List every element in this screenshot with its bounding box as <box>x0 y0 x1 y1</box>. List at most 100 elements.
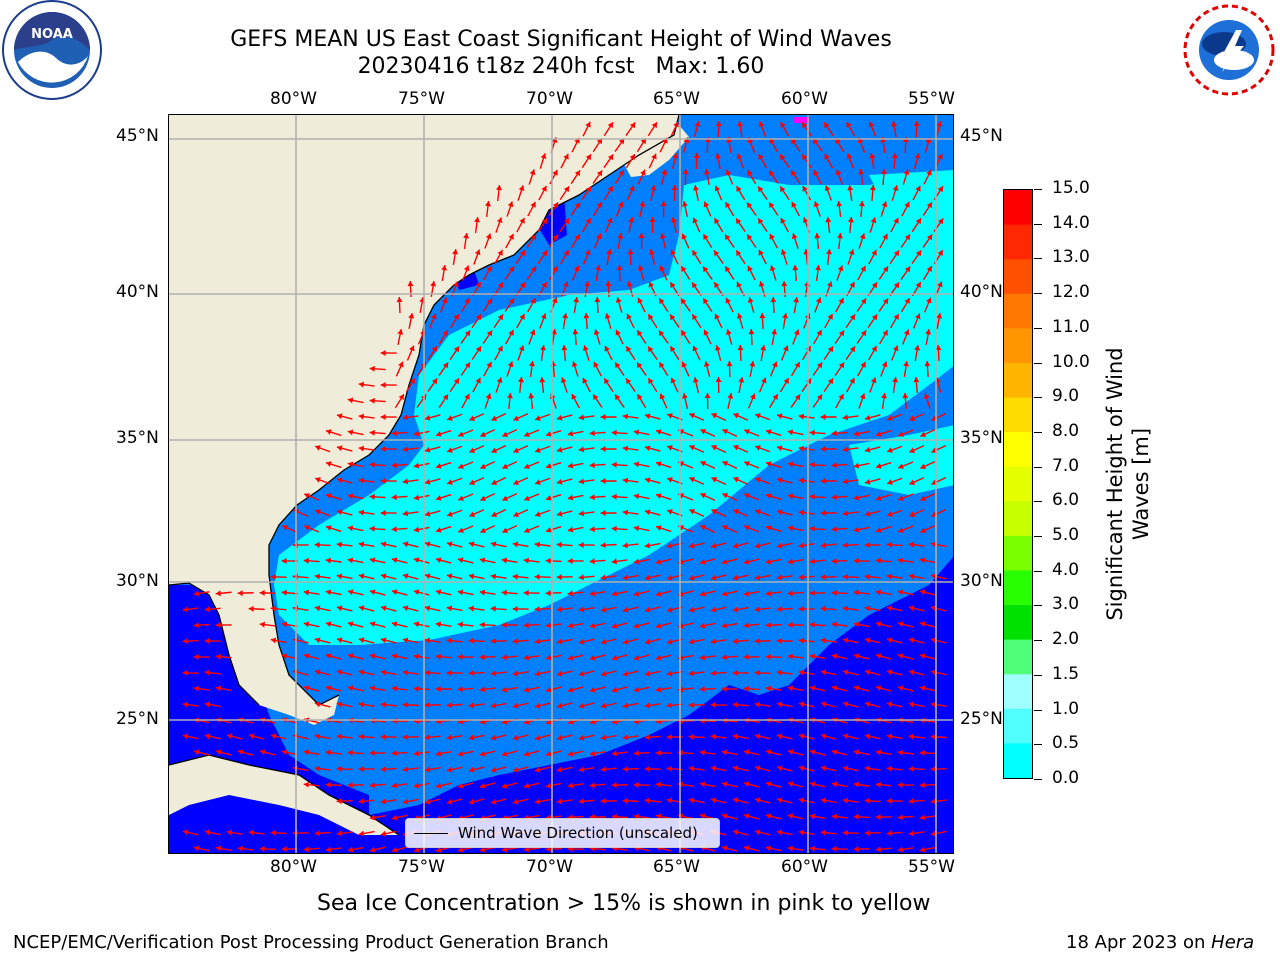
wave-direction-arrow <box>534 670 551 677</box>
wave-direction-arrow <box>699 558 716 565</box>
wave-direction-arrow <box>911 217 922 233</box>
wave-direction-arrow <box>281 621 298 628</box>
wave-direction-arrow <box>715 376 722 394</box>
colorbar-tick-label: 0.5 <box>1052 733 1080 754</box>
wave-direction-arrow <box>428 313 437 329</box>
wave-direction-arrow <box>347 749 364 756</box>
wave-direction-arrow <box>413 557 430 564</box>
wave-direction-arrow <box>604 313 612 329</box>
wave-direction-arrow <box>589 526 606 533</box>
wave-direction-arrow <box>710 797 727 804</box>
wave-direction-arrow <box>637 265 645 281</box>
wave-direction-arrow <box>765 781 782 788</box>
wave-direction-arrow <box>513 413 529 421</box>
wave-direction-arrow <box>592 170 603 184</box>
wave-direction-arrow <box>589 462 606 469</box>
wave-direction-arrow <box>494 249 504 265</box>
wave-direction-arrow <box>479 557 496 564</box>
lon-label-top: 75°W <box>398 89 445 109</box>
wave-direction-arrow <box>847 184 854 202</box>
wave-direction-arrow <box>930 541 947 548</box>
wave-direction-arrow <box>600 734 617 741</box>
wave-direction-arrow <box>869 377 877 393</box>
wave-direction-arrow <box>369 461 386 468</box>
wave-direction-arrow <box>617 233 624 249</box>
wave-direction-arrow <box>380 477 397 484</box>
wave-direction-arrow <box>622 670 639 677</box>
wave-direction-arrow <box>688 733 705 740</box>
wave-direction-arrow <box>592 393 603 409</box>
wave-direction-arrow <box>935 121 943 137</box>
wave-direction-arrow <box>886 477 903 485</box>
wave-direction-arrow <box>556 478 573 485</box>
wave-direction-arrow <box>691 249 702 265</box>
wave-direction-arrow <box>681 233 690 249</box>
wave-direction-arrow <box>314 445 331 453</box>
wave-direction-arrow <box>802 185 812 201</box>
wave-direction-arrow <box>446 605 463 612</box>
wave-direction-arrow <box>494 345 504 361</box>
wave-direction-arrow <box>369 365 386 372</box>
wave-direction-arrow <box>842 733 859 740</box>
wave-direction-arrow <box>633 654 650 661</box>
wave-direction-arrow <box>402 510 419 517</box>
wave-direction-arrow <box>567 654 584 661</box>
run-info: 20230416 t18z 240h fcst <box>357 54 635 79</box>
wave-direction-arrow <box>655 654 672 661</box>
wave-direction-arrow <box>787 749 804 756</box>
wave-direction-arrow <box>732 574 749 581</box>
wave-direction-arrow <box>758 377 767 393</box>
wave-direction-arrow <box>505 329 515 345</box>
wave-direction-arrow <box>655 590 672 597</box>
wave-direction-arrow <box>539 153 547 169</box>
wave-direction-arrow <box>611 686 628 693</box>
wave-direction-arrow <box>545 525 562 533</box>
wave-direction-arrow <box>733 445 749 453</box>
wave-direction-arrow <box>831 558 848 565</box>
wave-direction-arrow <box>886 605 903 612</box>
wave-direction-arrow <box>402 669 419 676</box>
wave-direction-arrow <box>842 637 859 644</box>
land-nova-scotia <box>619 125 689 177</box>
wave-direction-arrow <box>842 510 859 517</box>
wave-direction-arrow <box>622 477 639 484</box>
wave-direction-arrow <box>493 313 504 329</box>
wave-direction-arrow <box>556 798 573 805</box>
wave-direction-arrow <box>897 749 914 756</box>
wave-direction-arrow <box>809 749 826 756</box>
wave-direction-arrow <box>911 250 922 264</box>
wave-direction-arrow <box>413 589 430 596</box>
wave-direction-arrow <box>633 781 650 788</box>
wave-direction-arrow <box>801 121 812 137</box>
wave-direction-arrow <box>380 637 397 644</box>
wave-direction-arrow <box>303 525 320 533</box>
wave-direction-arrow <box>391 782 408 789</box>
wave-direction-arrow <box>506 361 514 377</box>
wave-direction-arrow <box>347 589 364 596</box>
wave-direction-arrow <box>325 493 342 501</box>
wave-direction-arrow <box>611 429 628 436</box>
wave-direction-arrow <box>732 542 749 549</box>
wave-direction-arrow <box>880 168 887 186</box>
wave-direction-arrow <box>714 345 722 361</box>
wave-direction-arrow <box>900 297 911 313</box>
wave-direction-arrow <box>424 414 441 421</box>
wave-direction-arrow <box>182 829 199 836</box>
wave-direction-arrow <box>857 361 867 377</box>
wave-direction-arrow <box>919 814 936 821</box>
wave-direction-arrow <box>743 525 760 533</box>
wave-direction-arrow <box>842 478 859 485</box>
wave-direction-arrow <box>581 153 592 169</box>
wave-direction-arrow <box>812 138 823 152</box>
colorbar-segment <box>1004 708 1032 744</box>
wave-direction-arrow <box>658 361 669 377</box>
wave-direction-arrow <box>237 590 254 597</box>
wave-direction-arrow <box>270 573 287 580</box>
wave-direction-arrow <box>622 542 639 549</box>
wave-direction-arrow <box>681 361 690 377</box>
wave-direction-arrow <box>842 669 859 676</box>
sea-ice-patch <box>794 117 810 123</box>
wave-direction-arrow <box>864 414 881 421</box>
wave-direction-arrow <box>875 653 892 660</box>
wave-direction-arrow <box>204 701 221 708</box>
